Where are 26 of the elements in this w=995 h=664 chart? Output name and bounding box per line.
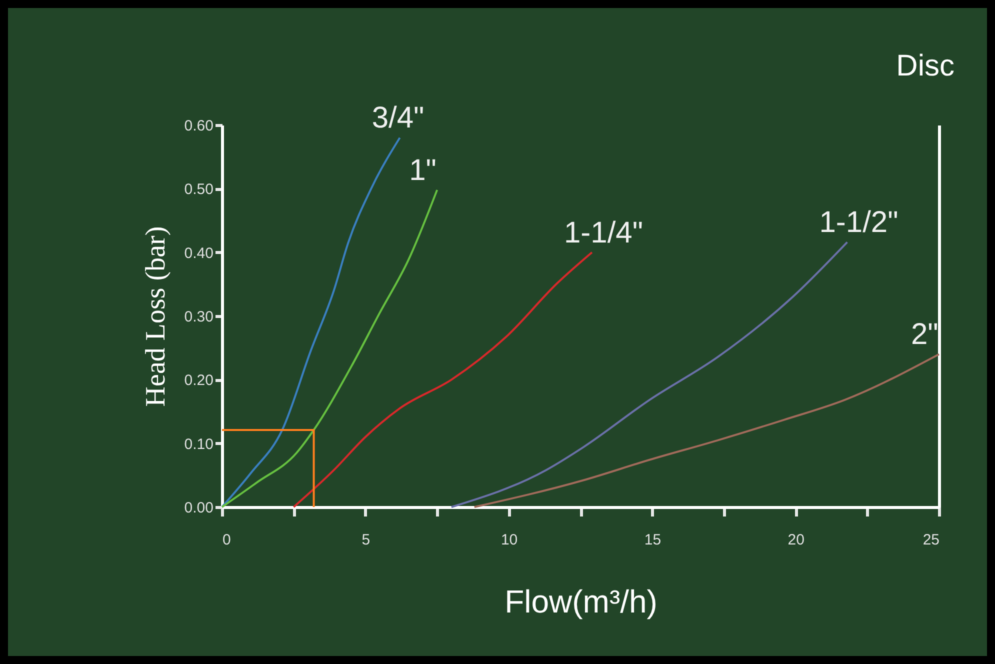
series-label: 2" [911, 318, 938, 352]
y-tick-label: 0.30 [184, 308, 214, 326]
line-series [450, 241, 848, 508]
x-tick-label: 15 [644, 532, 662, 548]
series-label: 1" [409, 154, 436, 187]
x-tick-label: 25 [922, 532, 940, 548]
series-label: 1-1/4" [564, 216, 644, 250]
line-series [473, 353, 940, 508]
x-axis-title: Flow(m³/h) [504, 584, 658, 620]
x-tick-label: 0 [222, 532, 231, 548]
x-tick-label: 10 [500, 532, 518, 548]
series-label: 3/4" [372, 102, 424, 135]
x-tick-label: 5 [362, 532, 370, 548]
line-series [221, 136, 401, 508]
y-axis-title: Head Loss (bar) [140, 226, 172, 407]
x-tick-label: 20 [788, 532, 804, 548]
y-tick-label: 0.50 [184, 181, 214, 198]
line-series [292, 251, 593, 508]
y-tick-label: 0.40 [184, 244, 214, 262]
y-tick-label: 0.10 [184, 436, 214, 453]
chart-title: Disc [896, 50, 954, 83]
series-label: 1-1/2" [819, 206, 898, 240]
y-tick-label: 0.20 [184, 372, 214, 390]
y-tick-label: 0.60 [184, 118, 214, 134]
y-tick-label: 0.00 [184, 500, 214, 516]
line-series [221, 188, 438, 508]
